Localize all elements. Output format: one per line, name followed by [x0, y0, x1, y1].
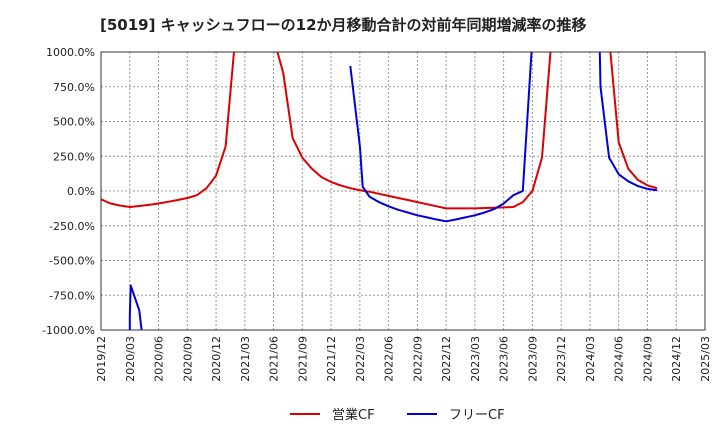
y-tick-label: 750.0%: [53, 81, 95, 94]
series-line-operating-cf: [101, 52, 235, 208]
legend-label: フリーCF: [449, 408, 505, 423]
x-tick-label: 2023/12: [555, 336, 568, 382]
y-tick-label: 250.0%: [53, 150, 95, 163]
x-tick-label: 2021/09: [296, 336, 309, 382]
x-tick-label: 2020/12: [210, 336, 223, 382]
x-tick-label: 2020/06: [153, 336, 166, 382]
series-line-operating-cf: [609, 52, 658, 190]
series-layer: [101, 52, 658, 330]
plot-border: [100, 51, 706, 331]
x-tick-label: 2023/09: [526, 336, 539, 382]
x-tick-label: 2020/03: [124, 336, 137, 382]
x-tick-label: 2024/12: [670, 336, 683, 382]
legend-label: 営業CF: [332, 407, 375, 423]
series-line-operating-cf: [276, 52, 552, 210]
y-tick-label: 0.0%: [67, 185, 95, 198]
x-tick-label: 2021/03: [239, 336, 252, 382]
x-tick-label: 2022/06: [383, 336, 396, 382]
y-tick-label: -750.0%: [49, 289, 95, 302]
series-line-free-cf: [349, 52, 533, 223]
legend: 営業CF フリーCF: [290, 407, 505, 423]
x-tick-label: 2021/06: [268, 336, 281, 382]
x-tick-label: 2024/06: [613, 336, 626, 382]
chart-title: [5019] キャッシュフローの12か月移動合計の対前年同期増減率の推移: [100, 16, 587, 34]
x-tick-label: 2024/09: [641, 336, 654, 382]
y-tick-label: -250.0%: [49, 220, 95, 233]
y-tick-label: 500.0%: [53, 116, 95, 129]
x-tick-label: 2021/12: [325, 336, 338, 382]
x-tick-label: 2023/03: [469, 336, 482, 382]
series-line-free-cf: [128, 284, 143, 330]
y-tick-label: 1000.0%: [46, 46, 95, 59]
y-tick-label: -500.0%: [49, 255, 95, 268]
x-tick-label: 2020/09: [181, 336, 194, 382]
x-tick-label: 2022/09: [411, 336, 424, 382]
y-axis-ticks: 1000.0% 750.0% 500.0% 250.0% 0.0% -250.0% -500…: [42, 46, 95, 337]
series-line-free-cf: [598, 52, 658, 192]
x-tick-label: 2019/12: [95, 336, 108, 382]
x-tick-label: 2025/03: [699, 336, 712, 382]
x-tick-label: 2024/03: [584, 336, 597, 382]
y-tick-label: -1000.0%: [42, 324, 95, 337]
x-axis-ticks: 2019/12 2020/03 2020/06 2020/09 2020/12 2021/…: [95, 336, 712, 382]
x-tick-label: 2022/03: [354, 336, 367, 382]
x-tick-label: 2023/06: [498, 336, 511, 382]
x-tick-label: 2022/12: [440, 336, 453, 382]
